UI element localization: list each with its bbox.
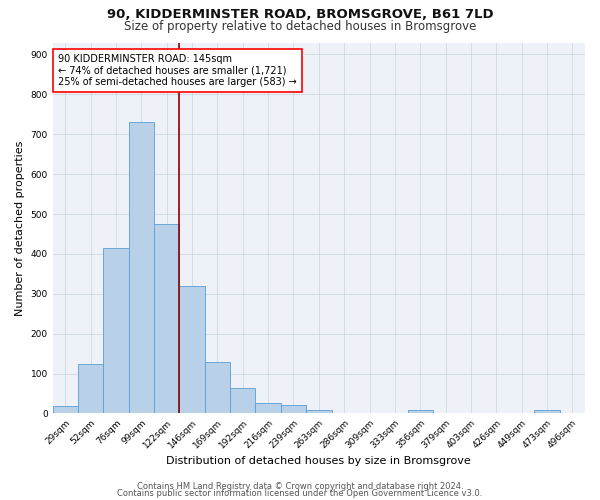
Bar bbox=[103, 248, 129, 414]
Bar bbox=[129, 122, 154, 414]
Text: 90 KIDDERMINSTER ROAD: 145sqm
← 74% of detached houses are smaller (1,721)
25% o: 90 KIDDERMINSTER ROAD: 145sqm ← 74% of d… bbox=[58, 54, 297, 87]
Text: 90, KIDDERMINSTER ROAD, BROMSGROVE, B61 7LD: 90, KIDDERMINSTER ROAD, BROMSGROVE, B61 … bbox=[107, 8, 493, 20]
Bar bbox=[230, 388, 256, 413]
Bar bbox=[281, 404, 306, 413]
Text: Contains public sector information licensed under the Open Government Licence v3: Contains public sector information licen… bbox=[118, 490, 482, 498]
Bar bbox=[306, 410, 332, 414]
Bar bbox=[256, 402, 281, 413]
X-axis label: Distribution of detached houses by size in Bromsgrove: Distribution of detached houses by size … bbox=[166, 456, 471, 466]
Text: Size of property relative to detached houses in Bromsgrove: Size of property relative to detached ho… bbox=[124, 20, 476, 33]
Bar bbox=[53, 406, 78, 414]
Bar bbox=[78, 364, 103, 414]
Y-axis label: Number of detached properties: Number of detached properties bbox=[15, 140, 25, 316]
Bar bbox=[205, 362, 230, 414]
Bar bbox=[154, 224, 179, 414]
Bar bbox=[407, 410, 433, 414]
Bar bbox=[179, 286, 205, 414]
Text: Contains HM Land Registry data © Crown copyright and database right 2024.: Contains HM Land Registry data © Crown c… bbox=[137, 482, 463, 491]
Bar bbox=[535, 410, 560, 414]
